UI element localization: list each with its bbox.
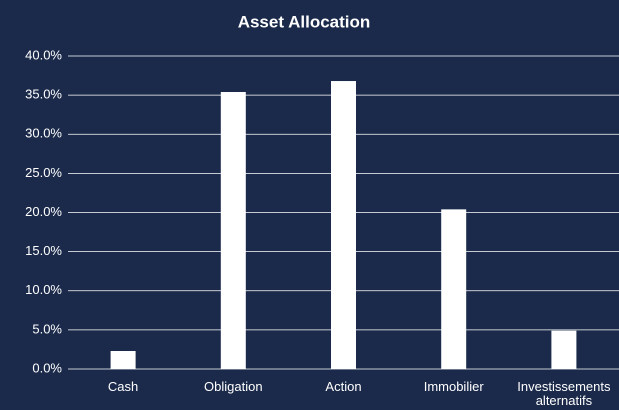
x-tick-label: Investissements alternatifs [517,379,611,408]
x-tick-label: Action [325,379,362,394]
y-tick-label: 20.0% [25,204,62,219]
chart-title: Asset Allocation [238,12,371,31]
y-tick-label: 0.0% [32,360,62,375]
y-tick-label: 30.0% [25,126,62,141]
bar [441,209,467,369]
x-tick-label: Cash [107,379,139,394]
bar [331,81,356,369]
y-tick-label: 25.0% [25,165,62,180]
y-tick-label: 10.0% [25,282,62,297]
y-tick-label: 5.0% [32,321,62,336]
y-tick-label: 15.0% [25,243,62,258]
x-tick-label: Obligation [204,379,263,394]
bar [220,91,246,370]
bar [551,330,577,369]
x-tick-label: Immobilier [423,379,484,394]
bar [110,351,136,369]
y-tick-label: 35.0% [25,87,62,102]
y-tick-label: 40.0% [25,47,62,62]
